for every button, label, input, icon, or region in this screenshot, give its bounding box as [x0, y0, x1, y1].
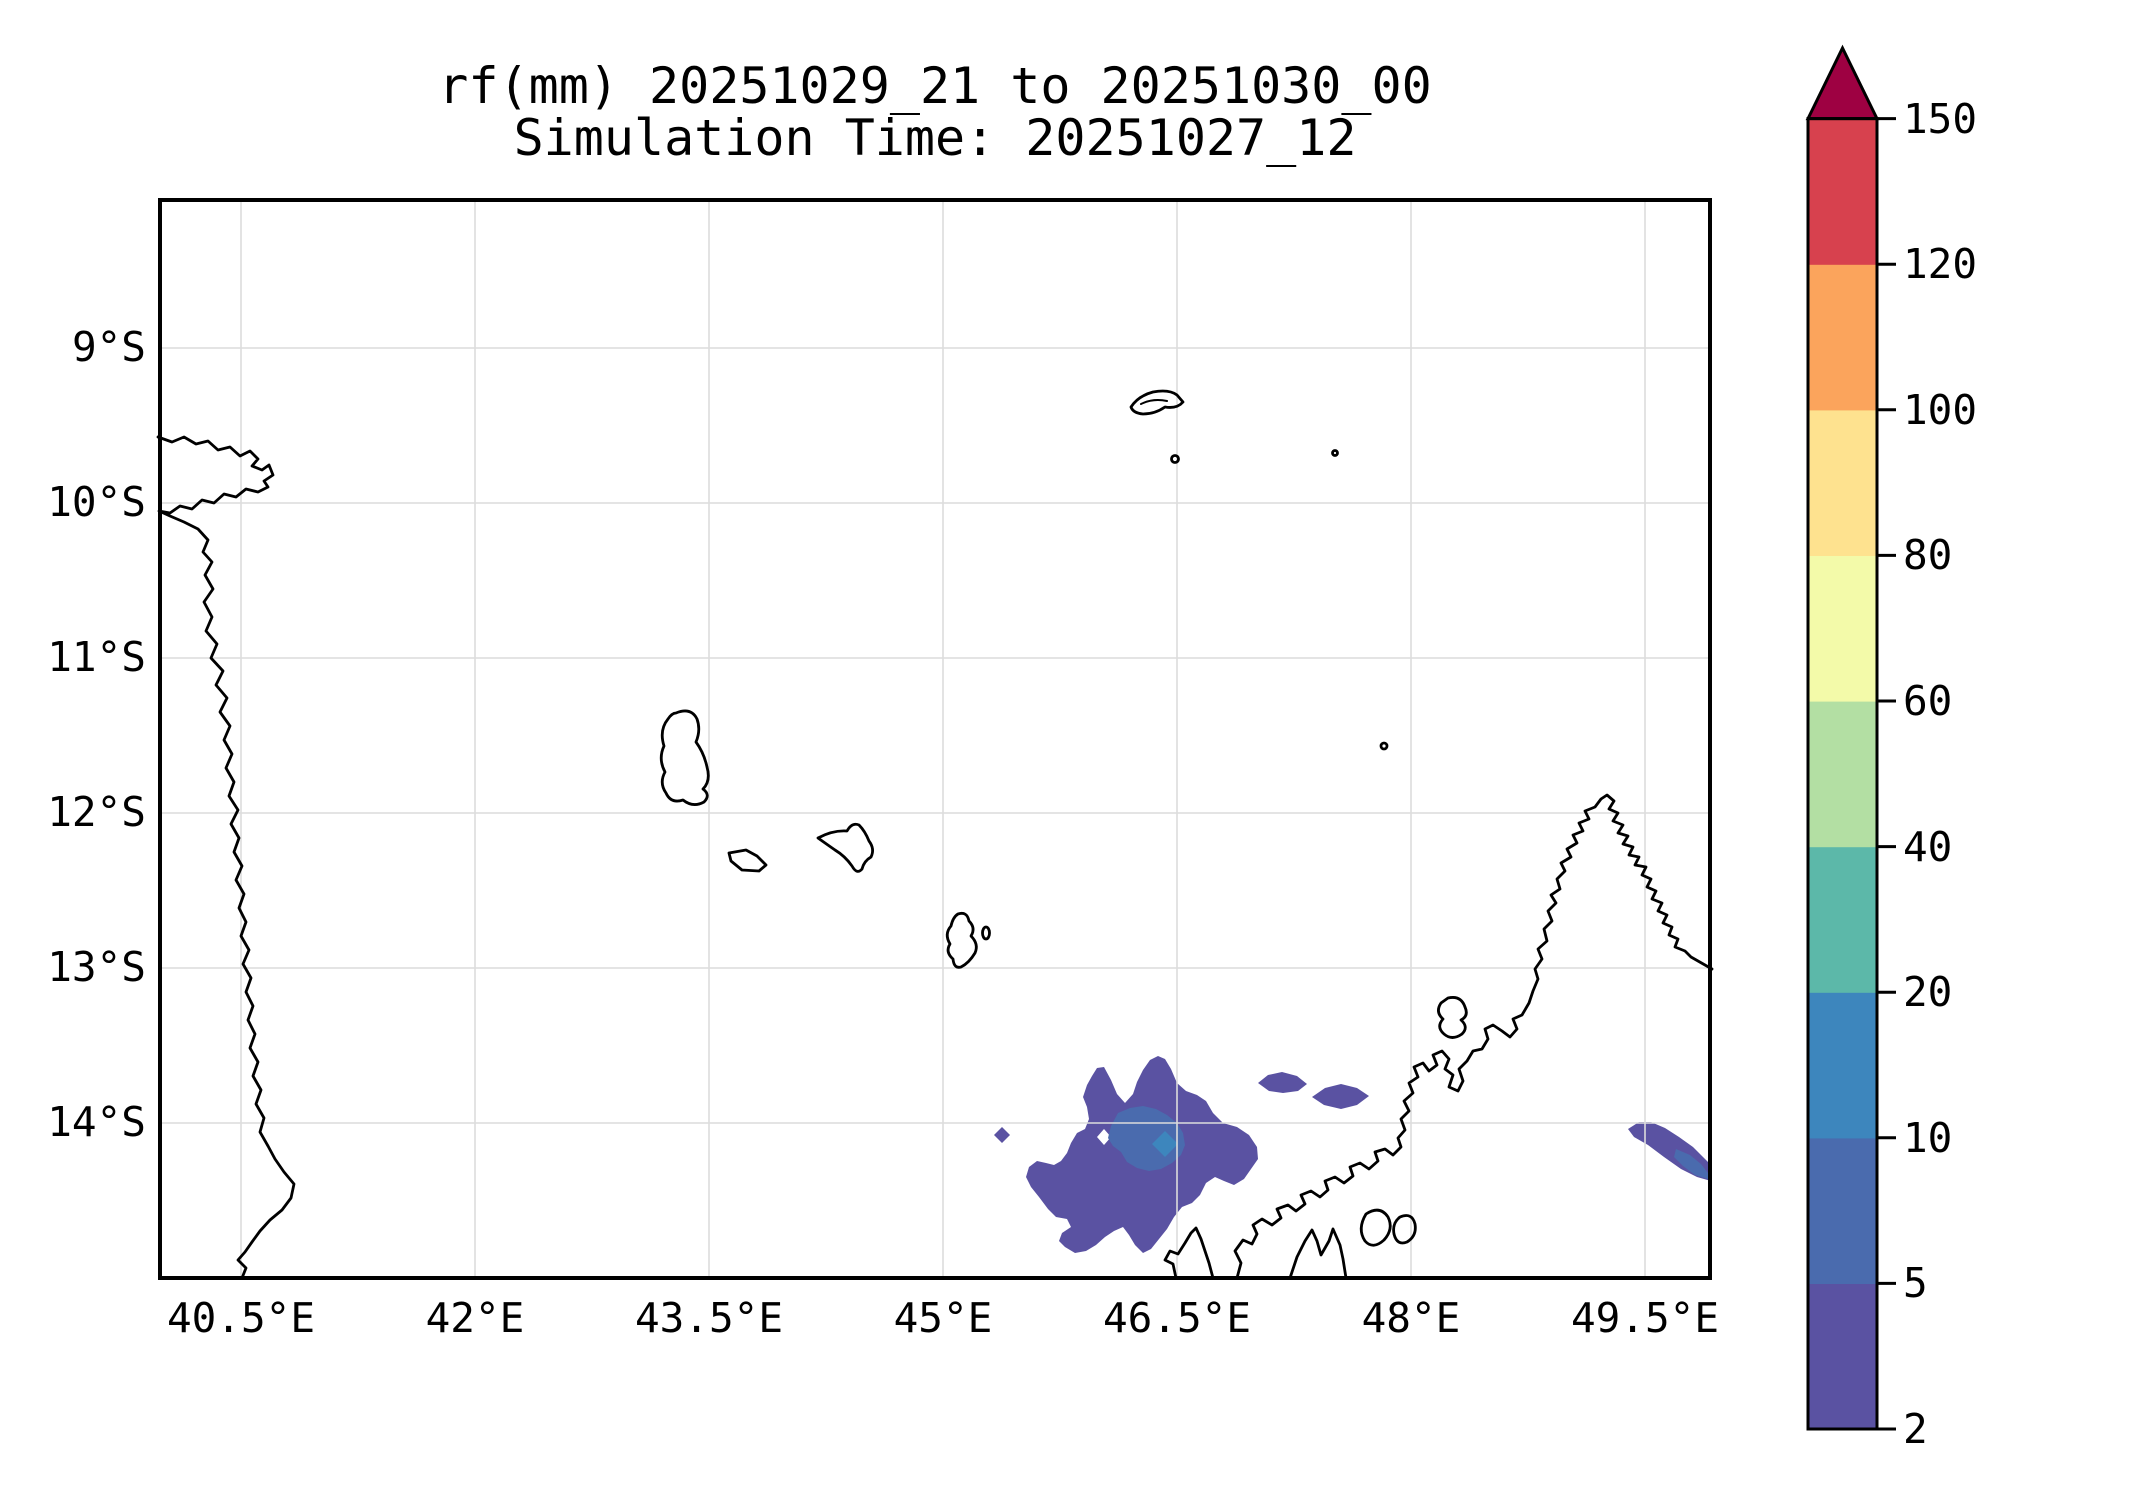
map-gridlines [160, 200, 1710, 1278]
coastline-madagascar [1233, 793, 1714, 1280]
island-mayotte [945, 911, 978, 969]
island-offshore-1 [1359, 1208, 1392, 1247]
x-tick-label: 45°E [893, 1294, 993, 1342]
x-tick-label: 46.5°E [1102, 1294, 1252, 1342]
x-tick-label: 43.5°E [634, 1294, 784, 1342]
y-tick-label: 12°S [47, 788, 146, 836]
colorbar-tick-label: 80 [1903, 531, 1953, 580]
island-assumption [1170, 454, 1180, 464]
colorbar-segment [1808, 264, 1877, 411]
island-grande-comore [659, 709, 710, 806]
x-tick-label: 48°E [1361, 1294, 1461, 1342]
colorbar-tick-label: 60 [1903, 677, 1953, 725]
y-tick-label: 9°S [71, 323, 146, 371]
coastline-peninsula-south [1163, 1226, 1215, 1280]
colorbar-tick-label: 20 [1903, 968, 1953, 1017]
colorbar-tick-label: 5 [1903, 1259, 1928, 1308]
x-tick-label: 40.5°E [166, 1294, 316, 1342]
coastline-africa-mozambique [156, 435, 296, 1280]
x-tick-label: 42°E [425, 1294, 525, 1342]
island-nosy-be [1437, 996, 1468, 1039]
colorbar-segment [1808, 118, 1877, 265]
colorbar-segment [1808, 846, 1877, 993]
colorbar [1805, 44, 1896, 1431]
island-aldabra-atoll [1129, 389, 1185, 416]
y-tick-label: 14°S [47, 1098, 146, 1146]
colorbar-segment [1808, 409, 1877, 556]
y-tick-label: 10°S [47, 478, 146, 526]
rainfall-contours [994, 1056, 1711, 1253]
colorbar-segment [1808, 555, 1877, 702]
y-tick-label: 11°S [47, 633, 146, 681]
colorbar-outline [1806, 117, 1879, 1431]
island-pamanzi [981, 925, 991, 941]
rain-cell-northeast1-2-5mm [1258, 1072, 1307, 1093]
island-offshore-2 [1392, 1214, 1417, 1245]
x-tick-label: 49.5°E [1570, 1294, 1720, 1342]
island-glorioso [1379, 741, 1389, 751]
coastlines [156, 389, 1714, 1280]
colorbar-tick-label: 150 [1903, 94, 1978, 143]
colorbar-tick-label: 40 [1903, 822, 1953, 871]
y-tick-label: 13°S [47, 943, 146, 991]
colorbar-tick-label: 100 [1903, 385, 1978, 434]
plot-title: rf(mm) 20251029_21 to 20251030_00 [438, 57, 1432, 115]
colorbar-tick-label: 120 [1903, 240, 1978, 289]
colorbar-segment [1808, 1283, 1877, 1430]
plot-subtitle: Simulation Time: 20251027_12 [513, 109, 1357, 167]
island-moheli [727, 848, 768, 873]
colorbar-segment [1808, 701, 1877, 848]
rain-cell-northeast2-2-5mm [1312, 1084, 1369, 1109]
colorbar-segment [1808, 1137, 1877, 1284]
colorbar-segment [1808, 992, 1877, 1139]
island-aldabra-lagoon [1140, 399, 1168, 405]
island-cosmoledo [1331, 449, 1339, 457]
rain-cell-main-10-20mm [1152, 1131, 1178, 1157]
colorbar-tick-label: 2 [1903, 1405, 1928, 1453]
rain-cell-east-edge-5-10mm [1674, 1149, 1708, 1179]
rain-speck-west-2-5mm [994, 1127, 1010, 1143]
colorbar-tick-label: 10 [1903, 1113, 1953, 1162]
coastline-headland-south [1288, 1227, 1348, 1280]
map-frame [158, 198, 1712, 1280]
island-anjouan [816, 822, 874, 873]
colorbar-extend-arrow [1805, 44, 1880, 121]
